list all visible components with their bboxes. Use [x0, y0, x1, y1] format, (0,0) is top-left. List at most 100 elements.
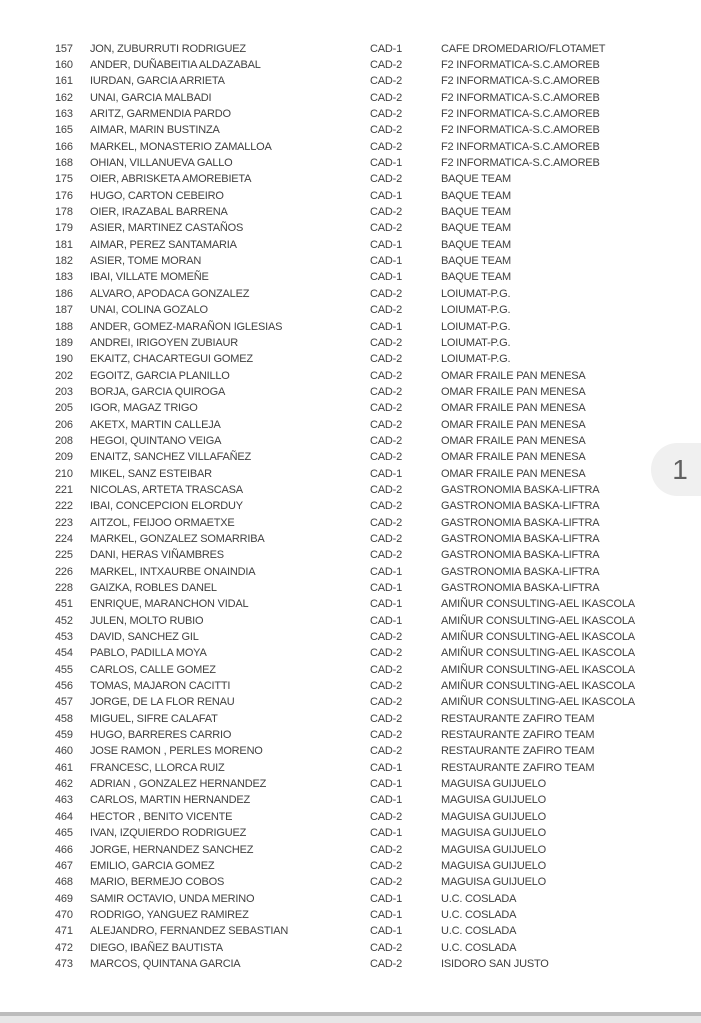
rider-team: RESTAURANTE ZAFIRO TEAM — [441, 729, 595, 742]
table-row: 470 RODRIGO, YANGUEZ RAMIREZ CAD-1 U.C. COS… — [0, 907, 701, 923]
rider-name: ASIER, MARTINEZ CASTAÑOS — [90, 222, 244, 235]
rider-team: GASTRONOMIA BASKA-LIFTRA — [441, 532, 600, 545]
rider-category: CAD-2 — [370, 549, 403, 562]
rider-number: 460 — [55, 745, 73, 758]
rider-number: 456 — [55, 680, 73, 693]
rider-number: 163 — [55, 108, 73, 121]
rider-team: BAQUE TEAM — [441, 206, 511, 219]
table-row: 222 IBAI, CONCEPCION ELORDUY CAD-2 GASTRONO… — [0, 499, 701, 515]
rider-number: 208 — [55, 434, 73, 447]
table-row: 178 OIER, IRAZABAL BARRENA CAD-2 BAQUE TEAM — [0, 204, 701, 220]
rider-number: 165 — [55, 124, 73, 137]
rider-name: MARCOS, QUINTANA GARCIA — [90, 957, 241, 970]
page-number-indicator[interactable]: 1 — [651, 443, 701, 496]
rider-number: 190 — [55, 353, 73, 366]
rider-team: MAGUISA GUIJUELO — [441, 827, 546, 840]
rider-team: OMAR FRAILE PAN MENESA — [441, 418, 586, 431]
rider-name: IBAI, CONCEPCION ELORDUY — [90, 500, 243, 513]
rider-number: 206 — [55, 418, 73, 431]
table-row: 471 ALEJANDRO, FERNANDEZ SEBASTIAN CAD-1 U.… — [0, 924, 701, 940]
table-row: 456 TOMAS, MAJARON CACITTI CAD-2 AMIÑUR CON… — [0, 678, 701, 694]
table-row: 460 JOSE RAMON , PERLES MORENO CAD-2 RESTAU… — [0, 744, 701, 760]
rider-team: AMIÑUR CONSULTING-AEL IKASCOLA — [441, 680, 635, 693]
rider-category: CAD-2 — [370, 941, 403, 954]
table-row: 182 ASIER, TOME MORAN CAD-1 BAQUE TEAM — [0, 253, 701, 269]
rider-team: LOIUMAT-P.G. — [441, 304, 511, 317]
rider-category: CAD-1 — [370, 189, 403, 202]
rider-team: RESTAURANTE ZAFIRO TEAM — [441, 745, 595, 758]
rider-name: IVAN, IZQUIERDO RODRIGUEZ — [90, 827, 247, 840]
rider-category: CAD-2 — [370, 222, 403, 235]
rider-name: JOSE RAMON , PERLES MORENO — [90, 745, 263, 758]
table-row: 183 IBAI, VILLATE MOMEÑE CAD-1 BAQUE TEAM — [0, 270, 701, 286]
rider-name: OHIAN, VILLANUEVA GALLO — [90, 157, 233, 170]
table-row: 462 ADRIAN , GONZALEZ HERNANDEZ CAD-1 MAGUI… — [0, 776, 701, 792]
rider-number: 224 — [55, 532, 73, 545]
viewer-backdrop — [0, 1016, 701, 1023]
rider-number: 457 — [55, 696, 73, 709]
rider-category: CAD-2 — [370, 418, 403, 431]
rider-team: OMAR FRAILE PAN MENESA — [441, 467, 586, 480]
roster-table: 157 JON, ZUBURRUTI RODRIGUEZ CAD-1 CAFE DRO… — [0, 41, 701, 973]
rider-team: GASTRONOMIA BASKA-LIFTRA — [441, 483, 600, 496]
rider-category: CAD-1 — [370, 157, 403, 170]
table-row: 190 EKAITZ, CHACARTEGUI GOMEZ CAD-2 LOIUMAT… — [0, 352, 701, 368]
rider-number: 187 — [55, 304, 73, 317]
table-row: 463 CARLOS, MARTIN HERNANDEZ CAD-1 MAGUISA … — [0, 793, 701, 809]
rider-category: CAD-1 — [370, 320, 403, 333]
rider-team: MAGUISA GUIJUELO — [441, 843, 546, 856]
rider-name: ANDER, GOMEZ-MARAÑON IGLESIAS — [90, 320, 283, 333]
rider-team: RESTAURANTE ZAFIRO TEAM — [441, 761, 595, 774]
rider-team: U.C. COSLADA — [441, 941, 517, 954]
rider-number: 461 — [55, 761, 73, 774]
rider-name: MIKEL, SANZ ESTEIBAR — [90, 467, 212, 480]
rider-number: 178 — [55, 206, 73, 219]
rider-number: 205 — [55, 402, 73, 415]
rider-name: CARLOS, CALLE GOMEZ — [90, 663, 216, 676]
table-row: 452 JULEN, MOLTO RUBIO CAD-1 AMIÑUR CONSULT… — [0, 613, 701, 629]
rider-name: AKETX, MARTIN CALLEJA — [90, 418, 221, 431]
table-row: 467 EMILIO, GARCIA GOMEZ CAD-2 MAGUISA GUIJ… — [0, 858, 701, 874]
table-row: 165 AIMAR, MARIN BUSTINZA CAD-2 F2 INFORMAT… — [0, 123, 701, 139]
rider-category: CAD-2 — [370, 729, 403, 742]
rider-number: 222 — [55, 500, 73, 513]
rider-number: 162 — [55, 91, 73, 104]
rider-category: CAD-2 — [370, 91, 403, 104]
rider-team: GASTRONOMIA BASKA-LIFTRA — [441, 582, 600, 595]
rider-category: CAD-2 — [370, 957, 403, 970]
rider-name: JORGE, DE LA FLOR RENAU — [90, 696, 235, 709]
table-row: 157 JON, ZUBURRUTI RODRIGUEZ CAD-1 CAFE DRO… — [0, 41, 701, 57]
rider-category: CAD-1 — [370, 908, 403, 921]
rider-name: JULEN, MOLTO RUBIO — [90, 614, 204, 627]
rider-team: F2 INFORMATICA-S.C.AMOREB — [441, 108, 600, 121]
rider-team: OMAR FRAILE PAN MENESA — [441, 369, 586, 382]
page-number-label: 1 — [672, 453, 688, 485]
table-row: 457 JORGE, DE LA FLOR RENAU CAD-2 AMIÑUR CO… — [0, 695, 701, 711]
rider-number: 469 — [55, 892, 73, 905]
rider-team: GASTRONOMIA BASKA-LIFTRA — [441, 516, 600, 529]
rider-name: MARIO, BERMEJO COBOS — [90, 876, 225, 889]
rider-team: BAQUE TEAM — [441, 238, 511, 251]
rider-name: OIER, ABRISKETA AMOREBIETA — [90, 173, 252, 186]
table-row: 221 NICOLAS, ARTETA TRASCASA CAD-2 GASTRONO… — [0, 482, 701, 498]
rider-team: F2 INFORMATICA-S.C.AMOREB — [441, 124, 600, 137]
table-row: 168 OHIAN, VILLANUEVA GALLO CAD-1 F2 INFORM… — [0, 155, 701, 171]
rider-name: ANDER, DUÑABEITIA ALDAZABAL — [90, 59, 261, 72]
rider-number: 175 — [55, 173, 73, 186]
rider-category: CAD-2 — [370, 663, 403, 676]
rider-name: ALEJANDRO, FERNANDEZ SEBASTIAN — [90, 925, 289, 938]
rider-number: 221 — [55, 483, 73, 496]
rider-category: CAD-1 — [370, 761, 403, 774]
rider-category: CAD-2 — [370, 859, 403, 872]
rider-category: CAD-2 — [370, 353, 403, 366]
rider-name: ENAITZ, SANCHEZ VILLAFAÑEZ — [90, 451, 252, 464]
rider-category: CAD-2 — [370, 483, 403, 496]
table-row: 163 ARITZ, GARMENDIA PARDO CAD-2 F2 INFORMA… — [0, 106, 701, 122]
rider-number: 157 — [55, 42, 73, 55]
rider-category: CAD-2 — [370, 434, 403, 447]
rider-team: OMAR FRAILE PAN MENESA — [441, 434, 586, 447]
rider-category: CAD-1 — [370, 565, 403, 578]
rider-team: AMIÑUR CONSULTING-AEL IKASCOLA — [441, 663, 635, 676]
rider-category: CAD-2 — [370, 304, 403, 317]
